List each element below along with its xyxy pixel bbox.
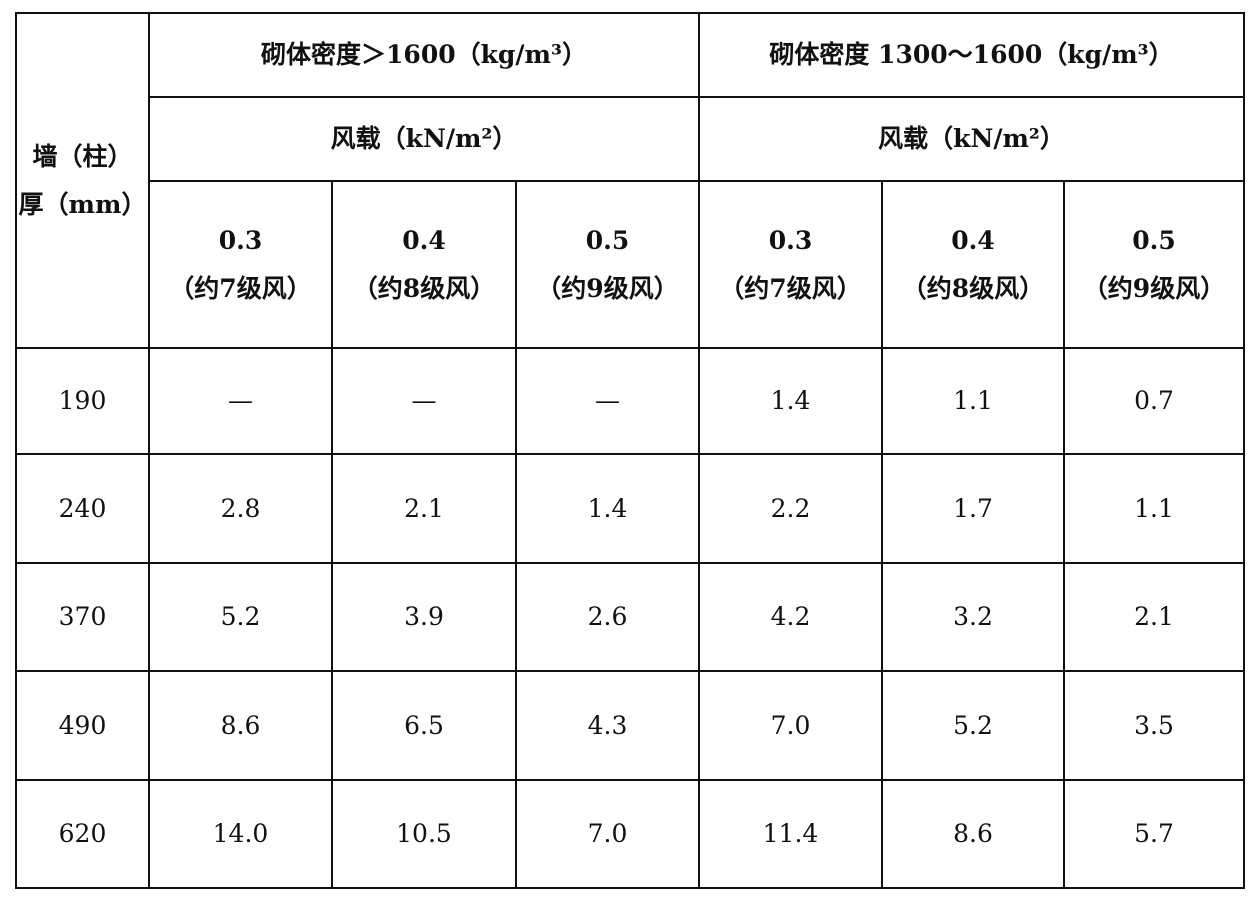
group-title: 砌体密度 1300～1600（kg/m³）	[698, 12, 1245, 98]
value-cell: 1.1	[881, 347, 1065, 455]
value-cell: —	[515, 347, 700, 455]
value-cell: 4.2	[698, 562, 883, 672]
value-cell: 14.0	[148, 779, 333, 889]
value-cell: 6.5	[331, 670, 517, 781]
wind-load: 0.5	[585, 226, 630, 255]
value-cell: 2.6	[515, 562, 700, 672]
wind-level: （约9级风）	[536, 273, 679, 303]
header-row: 0.3 （约7级风） 0.4 （约8级风） 0.5 （约9级风） 0.3 （约7级风） 0.4 （…	[16, 180, 1245, 349]
value-cell: 2.1	[331, 453, 517, 564]
data-row: 370 5.2 3.9 2.6 4.2 3.2 2.1	[15, 562, 1245, 672]
value-cell: 10.5	[331, 779, 517, 889]
wind-level: （约7级风）	[719, 273, 862, 303]
thickness-cell: 620	[15, 779, 150, 889]
wind-level: （约9级风）	[1082, 273, 1226, 303]
thickness-cell: 370	[15, 562, 150, 672]
value-cell: 3.2	[881, 562, 1065, 672]
data-table: 墙（柱） 厚（mm） 砌体密度＞1600（kg/m³） 砌体密度 1300～1600（…	[15, 12, 1245, 889]
corner-line: 厚（mm）	[18, 189, 147, 219]
column-header: 0.4 （约8级风）	[881, 180, 1065, 349]
wind-load: 0.5	[1132, 226, 1176, 255]
value-cell: —	[148, 347, 333, 455]
value-cell: 7.0	[698, 670, 883, 781]
value-cell: 2.2	[698, 453, 883, 564]
wind-level: （约8级风）	[352, 273, 496, 303]
thickness-cell: 490	[15, 670, 150, 781]
value-cell: 4.3	[515, 670, 700, 781]
thickness-cell: 190	[15, 347, 150, 455]
header-row: 风载（kN/m²） 风载（kN/m²）	[16, 96, 1245, 182]
wind-load: 0.4	[402, 226, 446, 255]
column-header: 0.4 （约8级风）	[331, 180, 517, 349]
wind-load: 0.3	[768, 226, 813, 255]
corner-line: 墙（柱）	[32, 142, 133, 171]
value-cell: 3.9	[331, 562, 517, 672]
value-cell: 5.2	[881, 670, 1065, 781]
group-subtitle: 风载（kN/m²）	[148, 96, 700, 182]
value-cell: 1.4	[515, 453, 700, 564]
column-header: 0.5 （约9级风）	[1063, 180, 1245, 349]
group-subtitle: 风载（kN/m²）	[698, 96, 1245, 182]
wind-load: 0.3	[218, 226, 263, 255]
value-cell: —	[331, 347, 517, 455]
value-cell: 11.4	[698, 779, 883, 889]
value-cell: 0.7	[1063, 347, 1245, 455]
wind-level: （约8级风）	[901, 273, 1045, 303]
data-row: 490 8.6 6.5 4.3 7.0 5.2 3.5	[15, 670, 1245, 781]
value-cell: 1.4	[698, 347, 883, 455]
value-cell: 1.7	[881, 453, 1065, 564]
column-header: 0.5 （约9级风）	[515, 180, 700, 349]
value-cell: 1.1	[1063, 453, 1245, 564]
thickness-cell: 240	[15, 453, 150, 564]
data-row: 240 2.8 2.1 1.4 2.2 1.7 1.1	[15, 453, 1245, 564]
value-cell: 8.6	[881, 779, 1065, 889]
value-cell: 5.2	[148, 562, 333, 672]
wind-load: 0.4	[951, 226, 995, 255]
value-cell: 5.7	[1063, 779, 1245, 889]
header-row: 墙（柱） 厚（mm） 砌体密度＞1600（kg/m³） 砌体密度 1300～1600（…	[15, 12, 1245, 349]
value-cell: 8.6	[148, 670, 333, 781]
data-row: 190— — —1.4 1.1 0.7	[15, 347, 1245, 455]
value-cell: 3.5	[1063, 670, 1245, 781]
value-cell: 2.1	[1063, 562, 1245, 672]
corner-cell: 墙（柱） 厚（mm）	[15, 12, 150, 349]
value-cell: 2.8	[148, 453, 333, 564]
column-header: 0.3 （约7级风）	[148, 180, 333, 349]
data-row: 620 14.0 10.5 7.0 11.4 8.6 5.7	[15, 779, 1245, 889]
group-title: 砌体密度＞1600（kg/m³）	[148, 12, 700, 98]
value-cell: 7.0	[515, 779, 700, 889]
wind-level: （约7级风）	[169, 273, 312, 303]
column-header: 0.3 （约7级风）	[698, 180, 883, 349]
